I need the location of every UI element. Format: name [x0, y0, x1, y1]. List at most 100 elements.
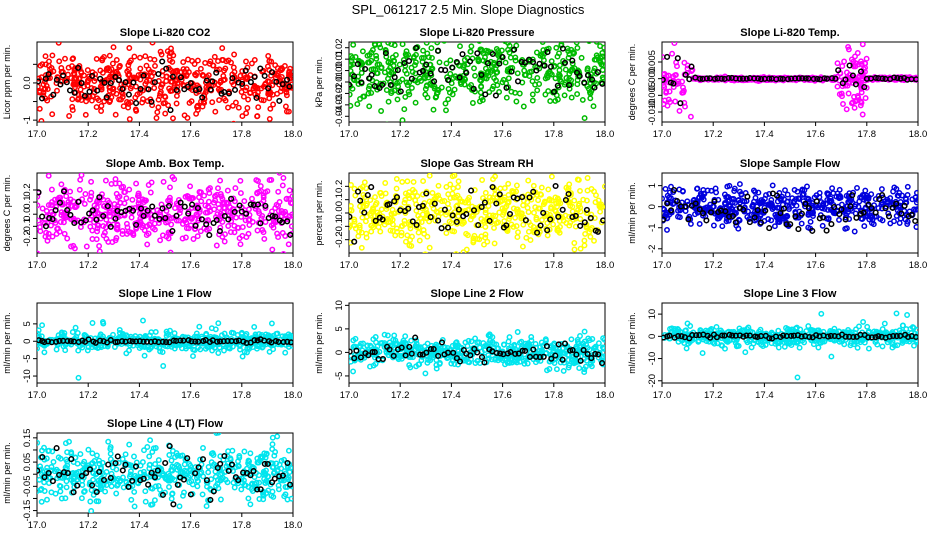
highlight-point: [151, 212, 158, 219]
highlight-point: [167, 107, 174, 114]
y-tick-label: -0.1: [22, 218, 33, 234]
highlight-point: [368, 184, 375, 191]
data-point: [528, 334, 535, 340]
data-point: [672, 72, 679, 79]
highlight-point: [842, 76, 849, 83]
data-point: [254, 227, 261, 234]
data-point: [222, 65, 229, 72]
data-point: [581, 338, 588, 345]
highlight-point: [243, 210, 250, 217]
data-point: [593, 192, 599, 199]
highlight-point: [198, 216, 205, 223]
data-point: [896, 190, 903, 196]
data-point: [224, 187, 231, 194]
data-point: [530, 182, 537, 189]
points: [37, 317, 293, 381]
highlight-point: [371, 349, 378, 356]
data-point: [535, 197, 542, 204]
data-point: [909, 196, 916, 203]
highlight-point: [365, 352, 372, 359]
highlight-point: [671, 186, 678, 194]
highlight-point: [677, 100, 684, 107]
data-point: [378, 206, 385, 213]
data-point: [264, 188, 271, 195]
highlight-point: [580, 347, 587, 354]
highlight-point: [757, 219, 765, 226]
data-point: [259, 227, 266, 233]
data-point: [120, 183, 127, 190]
data-point: [859, 216, 866, 223]
data-point: [154, 109, 161, 116]
x-tick-label: 17.6: [181, 260, 200, 271]
data-point: [252, 331, 259, 338]
data-point: [402, 190, 409, 197]
y-tick-label: 5: [22, 321, 33, 326]
data-point: [839, 63, 846, 70]
data-point: [75, 347, 82, 354]
highlight-point: [758, 76, 765, 83]
data-point: [859, 42, 866, 48]
data-point: [538, 217, 545, 223]
data-point: [493, 77, 499, 84]
data-point: [107, 97, 114, 104]
highlight-point: [453, 355, 460, 362]
data-point: [280, 251, 287, 253]
highlight-point: [799, 75, 806, 82]
highlight-point: [530, 346, 537, 353]
y-tick-label: 1: [647, 183, 658, 188]
highlight-point: [707, 209, 715, 216]
data-point: [352, 225, 359, 232]
data-point: [55, 42, 62, 46]
data-point: [252, 84, 259, 91]
x-tick-label: 17.6: [181, 129, 200, 140]
data-point: [54, 225, 61, 232]
highlight-point: [522, 217, 529, 224]
highlight-point: [898, 210, 905, 217]
highlight-point: [169, 73, 176, 80]
highlight-point: [589, 76, 596, 83]
data-point: [591, 237, 597, 244]
highlight-point: [872, 209, 879, 216]
data-point: [37, 327, 42, 334]
data-point: [350, 368, 357, 375]
data-point: [513, 98, 520, 105]
data-point: [429, 189, 436, 196]
data-point: [408, 19, 412, 23]
data-point: [838, 201, 845, 208]
data-point: [568, 336, 575, 343]
data-point: [751, 211, 758, 218]
data-point: [158, 51, 165, 58]
data-point: [162, 99, 169, 106]
y-tick-label: 0.01: [334, 50, 345, 68]
data-point: [510, 223, 517, 230]
data-point: [824, 206, 831, 213]
data-point: [708, 187, 715, 194]
data-point: [84, 67, 91, 74]
points: [37, 173, 293, 253]
highlight-point: [835, 67, 842, 74]
data-point: [552, 32, 556, 36]
highlight-point: [64, 207, 71, 214]
data-point: [210, 62, 217, 69]
data-point: [587, 90, 594, 97]
data-point: [782, 187, 788, 194]
data-point: [37, 250, 41, 253]
data-point: [757, 200, 764, 207]
data-point: [414, 193, 421, 200]
highlight-point: [288, 339, 293, 346]
data-point: [597, 30, 601, 34]
highlight-point: [740, 206, 747, 213]
data-point: [100, 320, 107, 327]
data-point: [41, 86, 48, 93]
highlight-point: [540, 353, 547, 360]
data-point: [288, 223, 293, 230]
data-point: [137, 65, 144, 72]
data-point: [258, 85, 265, 92]
data-point: [583, 210, 590, 216]
data-point: [545, 88, 552, 95]
data-point: [568, 94, 575, 101]
data-point: [367, 197, 374, 204]
highlight-point: [576, 73, 583, 80]
highlight-point: [832, 75, 839, 82]
data-point: [562, 66, 569, 73]
